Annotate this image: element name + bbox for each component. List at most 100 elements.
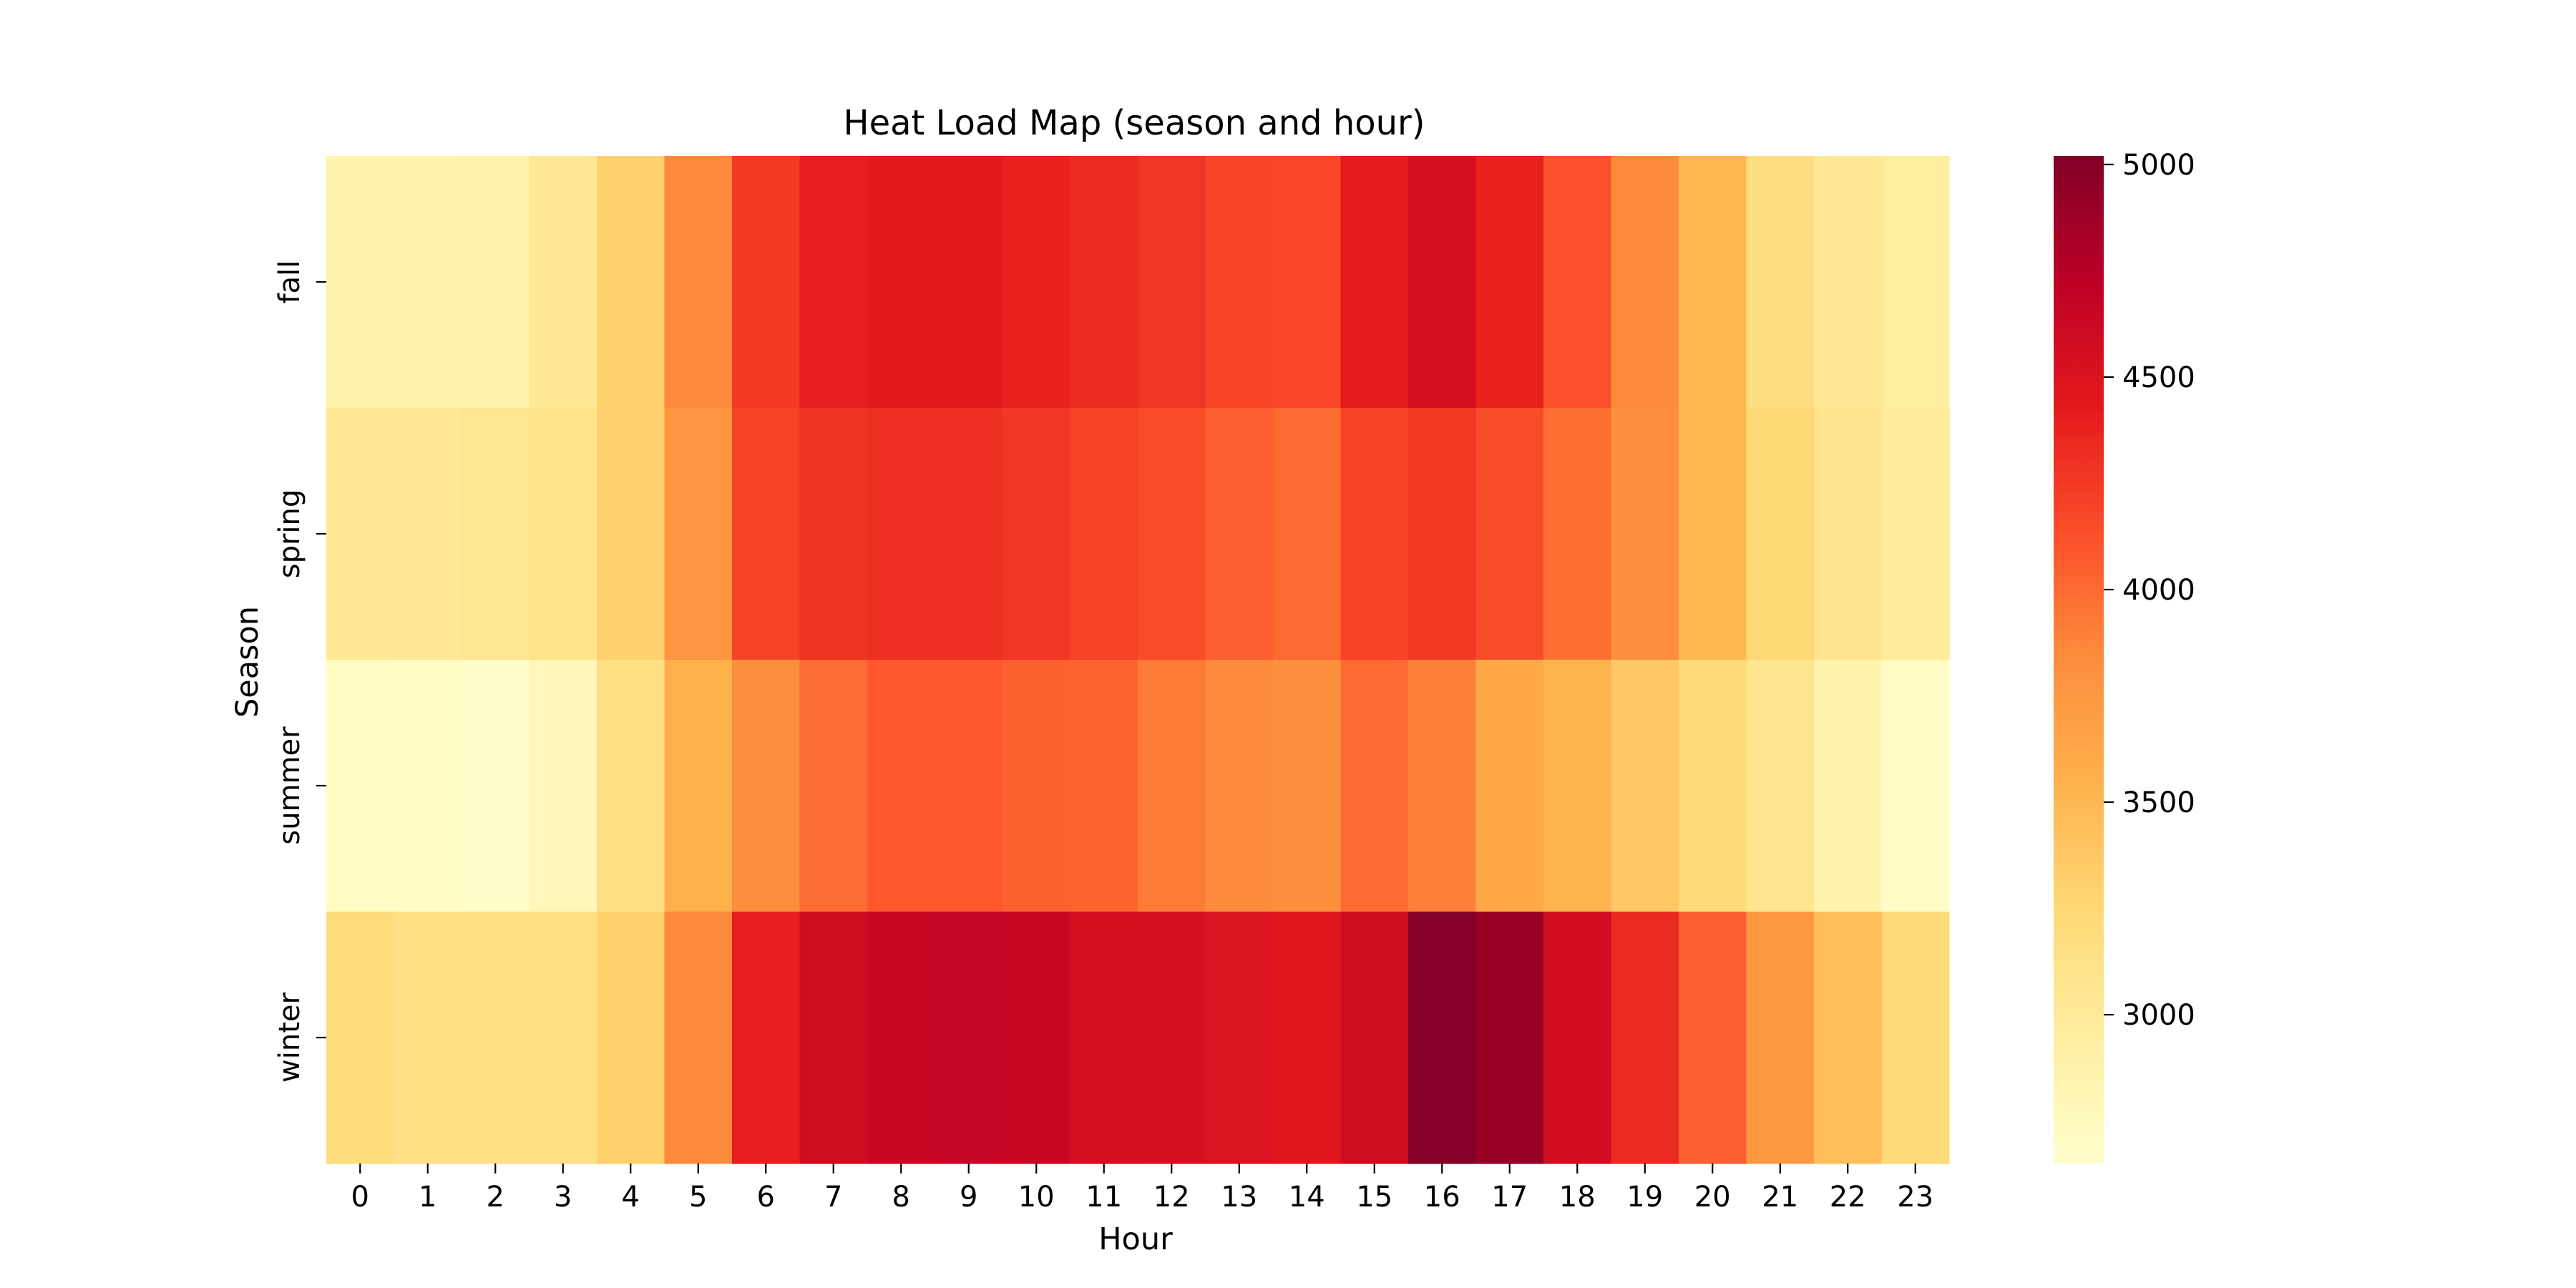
x-tick-label: 2 [487,1181,504,1214]
heatmap-cell [1814,408,1883,660]
x-tick-label: 12 [1153,1181,1190,1214]
heatmap-cell [1205,156,1274,409]
heatmap-cell [1070,912,1138,1164]
heatmap-cell [1408,408,1477,660]
chart-title: Heat Load Map (season and hour) [843,103,1425,143]
colorbar-tick-label: 3000 [2122,999,2195,1032]
heatmap-cell [1138,156,1206,409]
heatmap-cell [1881,660,1950,912]
heatmap-cell [664,156,733,409]
heatmap-cell [935,912,1003,1164]
heatmap-cell [867,660,936,912]
x-tick-label: 5 [689,1181,707,1214]
heatmap-cell [1138,912,1206,1164]
heatmap-cell [799,912,868,1164]
colorbar: 3000 3500 4000 4500 5000 [2054,149,2195,1163]
heatmap-cell [529,660,597,912]
x-tick-label: 14 [1289,1181,1325,1214]
x-tick-label: 11 [1085,1181,1122,1214]
heatmap-cell [799,156,868,409]
heatmap-cell [1070,408,1138,660]
heatmap-cell [664,912,733,1164]
x-tick-label: 15 [1356,1181,1392,1214]
heatmap-cell [462,156,530,409]
heatmap-cell [1408,156,1477,409]
x-tick-label: 6 [757,1181,775,1214]
heatmap-cell [1205,660,1274,912]
heatmap-cell [1138,660,1206,912]
heatmap-cell [935,408,1003,660]
heatmap-cell [529,156,597,409]
heatmap-cell [1679,912,1747,1164]
heatmap-cell [1273,156,1342,409]
y-tick-label: fall [273,260,306,304]
heatmap-cell [462,912,530,1164]
heatmap-cell [462,660,530,912]
heatmap-cell [1340,912,1409,1164]
heatmap-cell [597,408,665,660]
heatmap-cell [1475,912,1544,1164]
heatmap-cell [1002,660,1071,912]
heatmap-cell [1205,408,1274,660]
x-tick-label: 19 [1626,1181,1663,1214]
heatmap-cell [597,912,665,1164]
heatmap-cell [1543,912,1612,1164]
x-tick-label: 20 [1694,1181,1731,1214]
heatmap-cell [1138,408,1206,660]
x-tick-label: 8 [892,1181,910,1214]
heatmap-cell [1543,156,1612,409]
heatmap-cell [1070,660,1138,912]
heatmap-cell [1611,660,1679,912]
colorbar-tick-label: 3500 [2122,786,2195,819]
colorbar-tick-label: 4500 [2122,361,2195,394]
x-tick-label: 18 [1559,1181,1596,1214]
heatmap-cell [394,912,462,1164]
heatmap-cell [326,408,395,660]
heatmap-cell [1679,156,1747,409]
heatmap-cell [935,660,1003,912]
heatmap-cell [1205,912,1274,1164]
heatmap-cell [326,660,395,912]
heatmap-cell [664,660,733,912]
x-axis-ticks: 0 1 2 3 4 5 6 7 8 9 10 11 12 13 14 15 16 17 18 19 20 21 22 23 [351,1163,1933,1214]
x-tick-label: 3 [554,1181,572,1214]
heatmap-cell [597,660,665,912]
heatmap-cell [1543,660,1612,912]
heatmap-cell [1611,912,1679,1164]
heatmap-cell [1273,408,1342,660]
heatmap-cell [1070,156,1138,409]
heatmap-cell [1814,156,1883,409]
colorbar-tick-label: 4000 [2122,574,2195,607]
x-tick-label: 0 [351,1181,369,1214]
colorbar-tick-label: 5000 [2122,149,2195,182]
heatmap-cell [732,156,801,409]
heatmap-cell [1408,912,1477,1164]
heatmap-cell [867,912,936,1164]
heatmap-cell [1340,408,1409,660]
heatmap-cell [394,408,462,660]
heatmap-cell [867,156,936,409]
heatmap-cell [1679,408,1747,660]
heatmap-cell [732,912,801,1164]
heatmap-cell [867,408,936,660]
x-tick-label: 22 [1830,1181,1866,1214]
heatmap-cell [1611,408,1679,660]
x-tick-label: 17 [1491,1181,1528,1214]
heatmap-cell [935,156,1003,409]
y-tick-label: winter [273,992,306,1082]
y-tick-label: summer [273,726,306,845]
x-tick-label: 9 [960,1181,977,1214]
heatmap-cells [326,156,1950,1164]
heatmap-cell [732,408,801,660]
heatmap-cell [1340,660,1409,912]
heatmap-cell [1679,660,1747,912]
heatmap-cell [1475,156,1544,409]
heatmap-cell [1273,912,1342,1164]
x-tick-label: 13 [1221,1181,1257,1214]
heatmap-cell [1002,912,1071,1164]
colorbar-scale [2054,156,2104,1163]
heatmap-cell [597,156,665,409]
heatmap-cell [326,156,395,409]
heatmap-cell [394,156,462,409]
heatmap-cell [1881,408,1950,660]
